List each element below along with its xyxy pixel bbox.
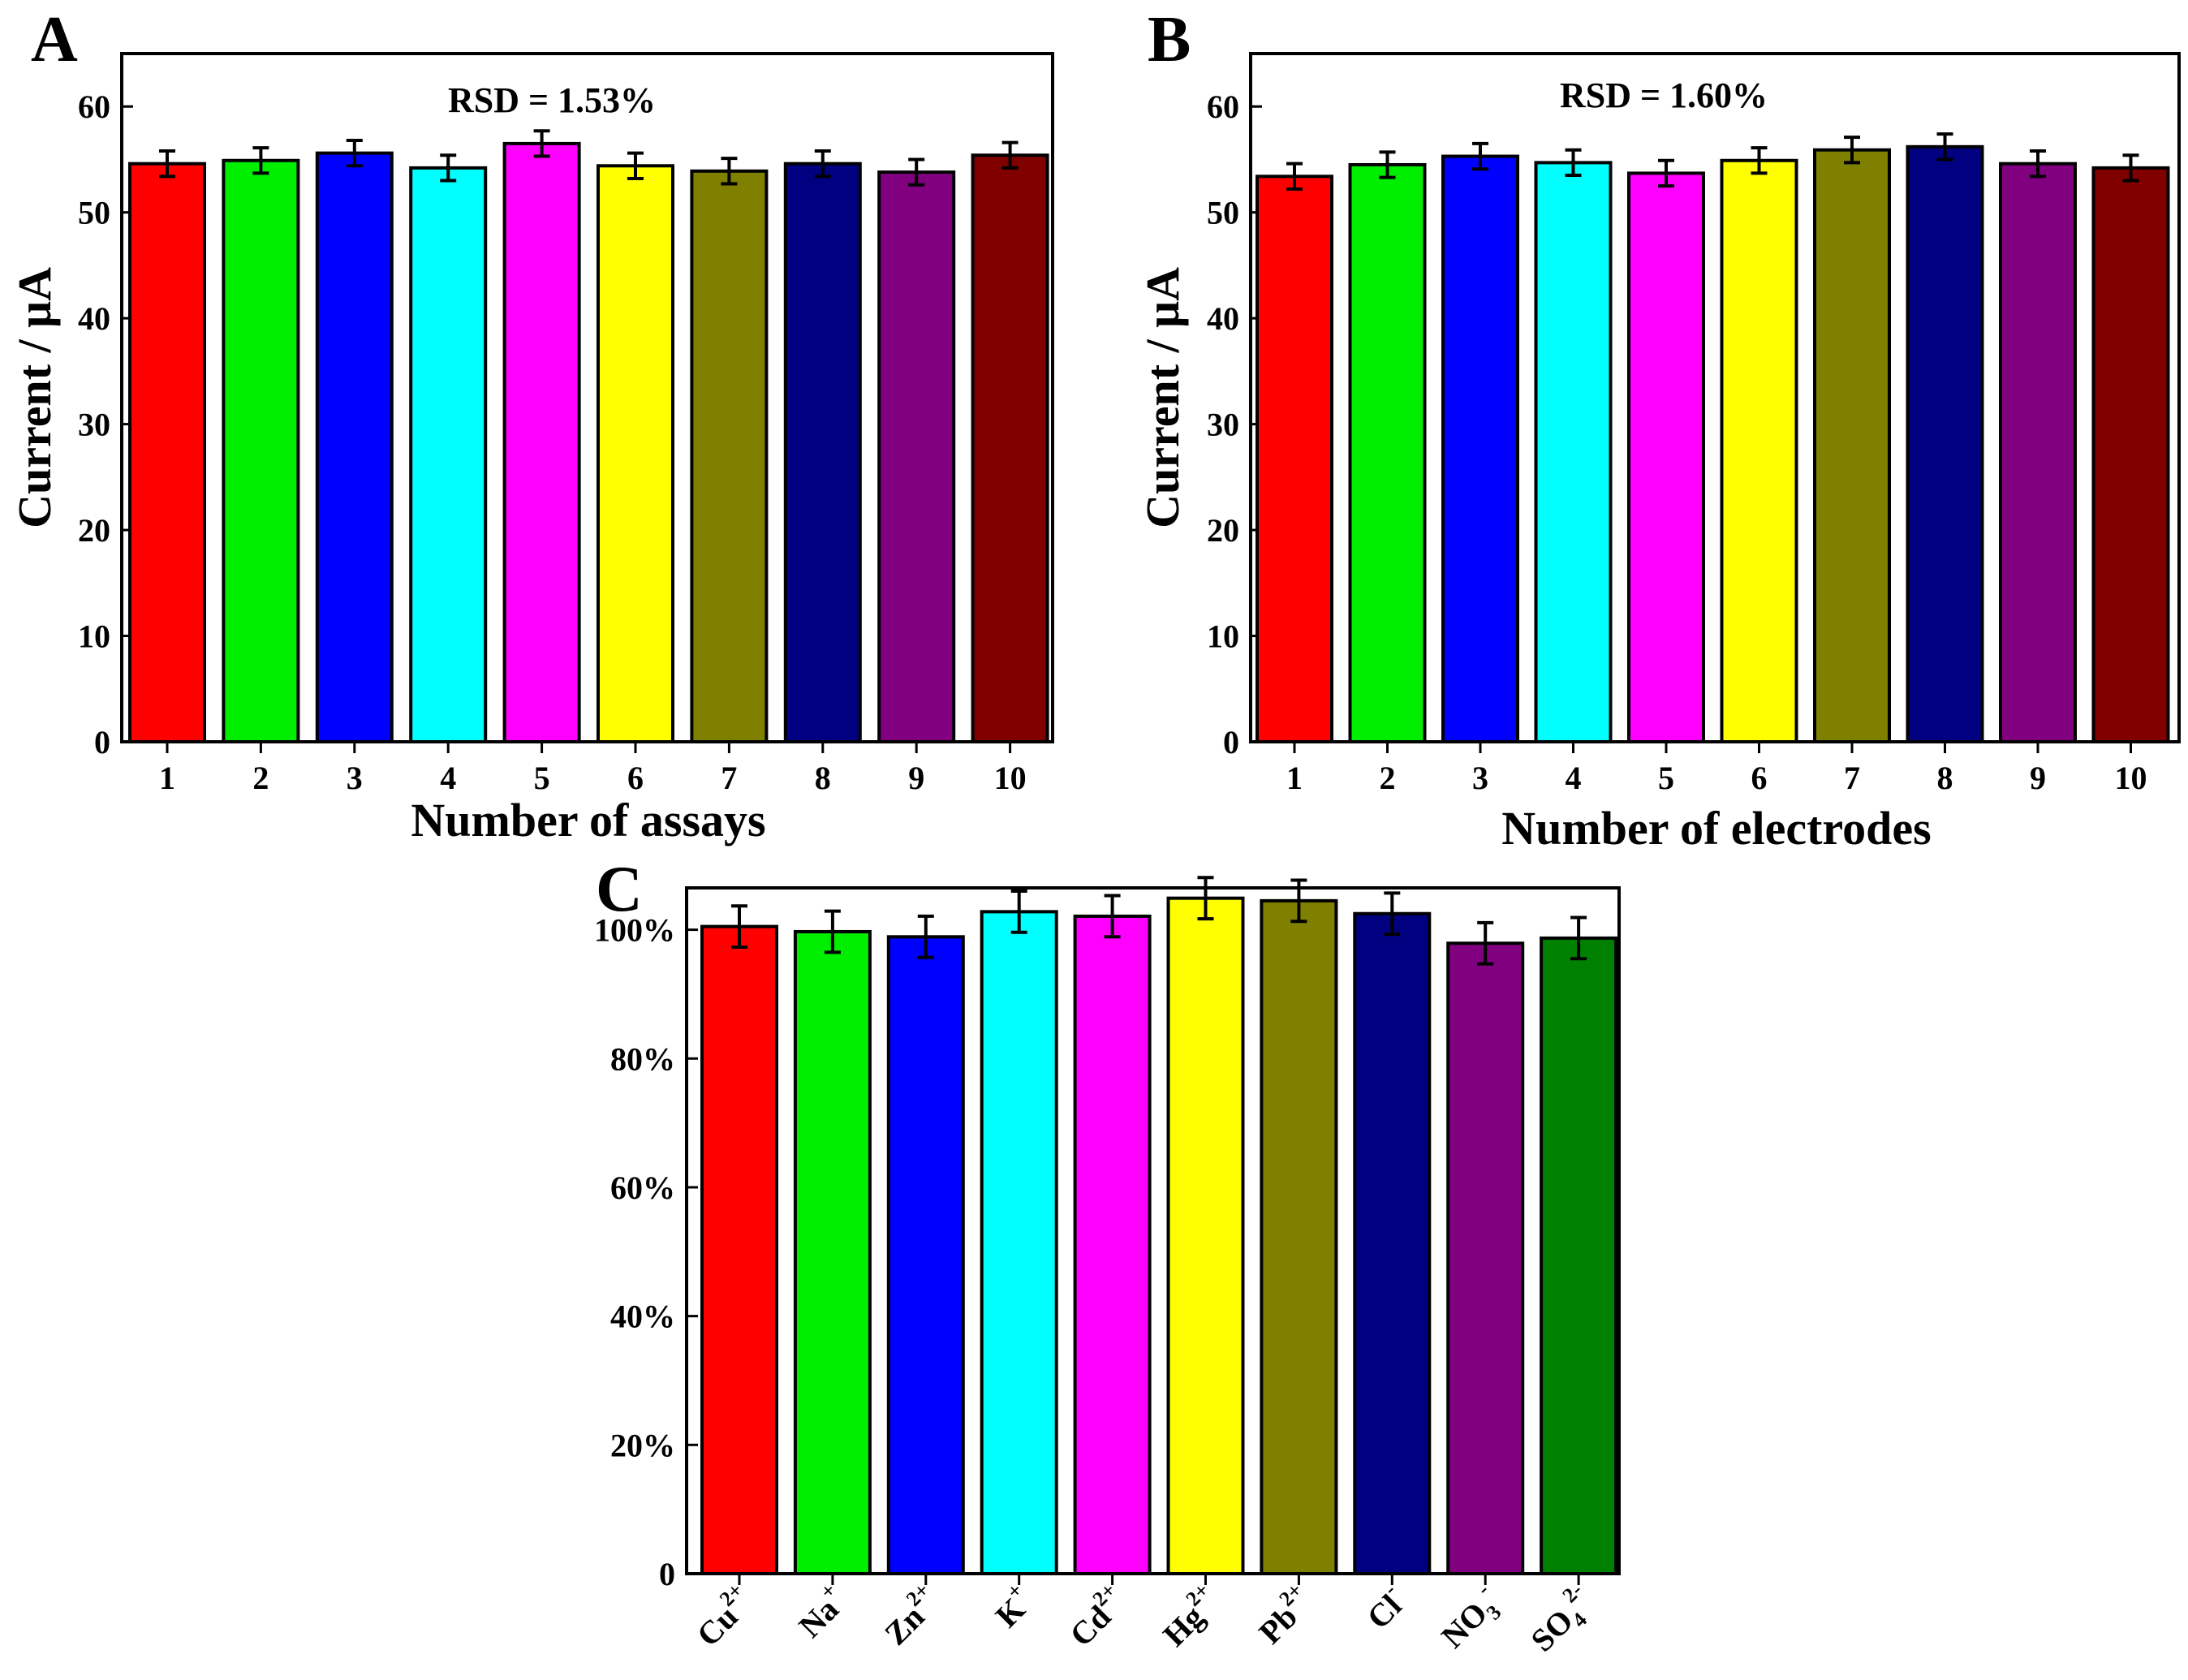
panel-b-y-tick-label: 60 [1207,88,1239,125]
panel-b-y-tick-label: 20 [1207,512,1239,549]
panel-b-bar [1906,144,1984,743]
panel-a-x-tick-label: 7 [721,760,737,796]
panel-c-bar [700,924,778,1575]
panel-c-x-tick-label: SO42- [1519,1579,1604,1663]
panel-a-y-tick-label: 60 [78,88,110,125]
panel-c-bar [793,929,872,1575]
panel-a-rsd-annotation: RSD = 1.53% [448,80,656,120]
panel-c-x-tick-label: Cd2+ [1058,1579,1134,1654]
panel-b-x-axis-title: Number of electrodes [1501,802,1931,855]
panel-c-bar [1260,898,1338,1575]
panel-a-y-tick-label: 30 [78,407,110,443]
panel-c-x-tick-label: Hg2+ [1152,1579,1227,1654]
panel-a-bar [409,166,488,744]
panel-b-x-tick-label: 6 [1751,760,1768,796]
panel-b-bar [1348,162,1427,743]
panel-a-marks: 0 10 20 30 40 50 60 1 2 3 4 5 6 7 8 9 10 [78,88,1049,796]
panel-a-bar [877,170,956,743]
panel-a-bar [128,162,206,743]
panel-a-bar [315,151,394,743]
panel-c-marks: 0 20% 40% 60% 80% 100% Cu2+ Na+ Zn2+ K+ Cd2+Hg2+ Pb… [594,876,1618,1663]
panel-a-y-tick-label: 50 [78,195,110,231]
panel-b-bar [1256,174,1333,743]
panel-a-y-tick-label: 0 [94,724,110,760]
panel-b-x-tick-label: 2 [1380,760,1396,796]
panel-b-letter: B [1148,4,1191,75]
panel-b-bar [1627,171,1705,744]
panel-a-x-tick-label: 4 [440,760,456,796]
panel-b-bar [1999,162,2077,743]
panel-c-y-tick-label: 0 [659,1556,675,1592]
panel-a-x-axis-title: Number of assays [411,794,765,846]
panel-a-bar [597,164,674,743]
panel-c-x-tick-label: K+ [984,1579,1040,1635]
panel-c-x-tick-label: Pb2+ [1247,1579,1320,1651]
panel-b-bar [1441,154,1519,744]
panel-b-y-tick-label: 10 [1207,618,1239,655]
panel-c-y-tick-label: 100% [594,912,675,949]
panel-c-y-tick-label: 20% [610,1427,675,1463]
panel-c-bar [980,910,1058,1575]
panel-b-y-tick-label: 30 [1207,407,1239,443]
panel-b-marks: 0 10 20 30 40 50 60 1 2 3 4 5 6 7 8 9 10 [1207,88,2170,796]
panel-c-x-tick-label: Na+ [787,1579,854,1645]
panel-a-y-tick-label: 20 [78,512,110,549]
panel-c-bar [1540,936,1618,1575]
panel-c-x-tick-label: Cl- [1355,1579,1413,1636]
panel-c-bar [1353,911,1432,1575]
panel-a-frame [120,52,1054,743]
panel-a-bar [783,162,862,743]
panel-b-y-tick-label: 40 [1207,300,1239,337]
panel-c-bar [886,935,965,1575]
panel-b: B RSD = 1.60% Number of electrodes Curre… [1136,4,2181,855]
panel-a-x-tick-label: 9 [908,760,924,796]
panel-b-x-tick-label: 7 [1844,760,1860,796]
panel-a-y-tick-label: 10 [78,618,110,655]
panel-b-frame [1249,52,2181,743]
panel-b-x-tick-label: 5 [1658,760,1674,796]
panel-a-x-tick-label: 10 [994,760,1027,796]
panel-a-bar [690,169,769,743]
panel-c-y-tick-label: 60% [610,1170,675,1206]
panel-a-bar [222,158,300,743]
panel-a-x-tick-label: 6 [627,760,644,796]
panel-b-y-tick-label: 0 [1223,724,1239,760]
panel-b-y-axis-title: Current / μA [1136,267,1189,528]
panel-c-bar [1446,941,1525,1575]
panel-a-bar [971,153,1049,743]
panel-c-y-tick-label: 80% [610,1040,675,1077]
panel-c-x-tick-label: Zn2+ [873,1579,947,1652]
panel-c-bar [1073,914,1152,1575]
panel-b-x-tick-label: 3 [1472,760,1488,796]
panel-a-y-tick-label: 40 [78,300,110,337]
panel-b-bar [1813,148,1891,744]
panel-b-x-tick-label: 10 [2115,760,2147,796]
panel-b-x-tick-label: 1 [1286,760,1303,796]
panel-b-x-tick-label: 4 [1566,760,1582,796]
panel-c-bar [1166,896,1245,1575]
panel-a-x-tick-label: 8 [815,760,831,796]
panel-a-x-tick-label: 1 [159,760,175,796]
panel-a-x-tick-label: 3 [347,760,363,796]
panel-a-bar [502,141,581,743]
panel-c-x-tick-label: Cu2+ [686,1579,761,1654]
panel-a: A RSD = 1.53% Number of assays Current /… [8,4,1054,846]
panel-a-letter: A [31,4,78,75]
panel-c-frame [685,886,1621,1575]
panel-b-x-tick-label: 9 [2030,760,2046,796]
panel-b-y-tick-label: 50 [1207,195,1239,231]
panel-b-x-tick-label: 8 [1937,760,1953,796]
panel-a-y-axis-title: Current / μA [8,267,61,528]
panel-a-x-tick-label: 2 [252,760,269,796]
panel-c-x-tick-label: NO3- [1430,1579,1510,1659]
panel-a-x-tick-label: 5 [534,760,550,796]
panel-b-bar [1534,161,1613,744]
panel-b-bar [2091,166,2170,744]
panel-c-y-tick-label: 40% [610,1299,675,1335]
panel-c-letter: C [596,854,643,925]
panel-b-rsd-annotation: RSD = 1.60% [1560,75,1768,115]
panel-c: C 0 20% 40% 60% 80% 100% Cu2+ Na+ Zn2+ K+ Cd2+Hg2+… [594,854,1621,1663]
panel-b-bar [1720,158,1798,743]
